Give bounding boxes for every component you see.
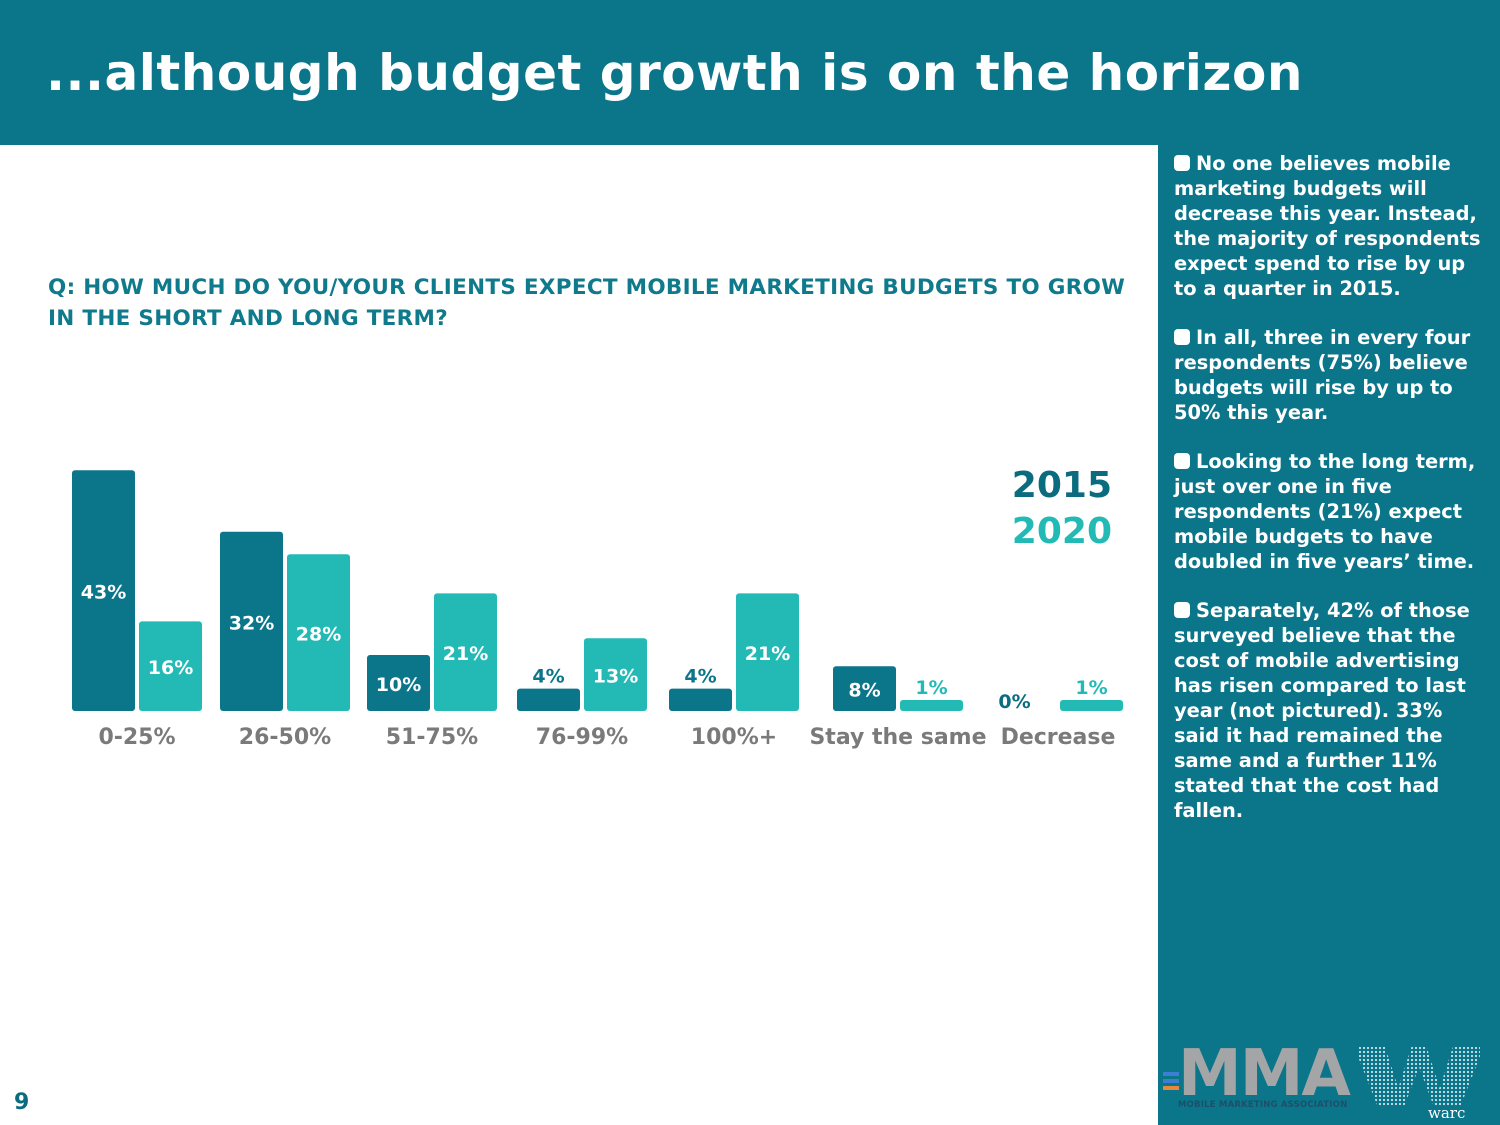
- data-label: 8%: [848, 680, 880, 702]
- mma-logo: MMA: [1178, 1037, 1351, 1111]
- category-label: Decrease: [1001, 725, 1116, 750]
- mma-stripes-icon: [1163, 1072, 1179, 1093]
- bullet-square-icon: [1174, 155, 1190, 171]
- insight-item: Separately, 42% of those surveyed believ…: [1174, 598, 1494, 823]
- bar-2015-26-50-: [220, 531, 283, 711]
- survey-question: Q: HOW MUCH DO YOU/YOUR CLIENTS EXPECT M…: [48, 275, 1126, 331]
- insight-item: No one believes mobile marketing budgets…: [1174, 151, 1494, 301]
- data-label: 4%: [532, 666, 564, 688]
- bar-2015-100-: [669, 688, 732, 711]
- bullet-square-icon: [1174, 453, 1190, 469]
- data-label: 28%: [296, 624, 341, 646]
- category-label: 26-50%: [239, 725, 331, 750]
- category-label: 51-75%: [386, 725, 478, 750]
- chart-legend: 2015 2020: [1012, 463, 1112, 555]
- data-label: 21%: [443, 643, 488, 665]
- insight-text: Looking to the long term, just over one …: [1174, 450, 1476, 573]
- insight-item: In all, three in every four respondents …: [1174, 325, 1494, 425]
- category-label: 100%+: [691, 725, 777, 750]
- warc-logo-text: warc: [1428, 1104, 1466, 1122]
- page-number: 9: [14, 1090, 30, 1115]
- bar-2015-51-75-: [367, 655, 430, 711]
- data-label: 0%: [998, 691, 1030, 713]
- data-label: 1%: [1075, 677, 1107, 699]
- data-label: 32%: [229, 612, 274, 634]
- header-banner: ...although budget growth is on the hori…: [0, 0, 1500, 145]
- legend-2020: 2020: [1011, 511, 1112, 552]
- insights-sidebar: No one believes mobile marketing budgets…: [1158, 145, 1500, 1125]
- bar-2020-76-99-: [584, 638, 647, 711]
- category-label: 0-25%: [98, 725, 175, 750]
- category-label: Stay the same: [809, 725, 986, 750]
- bullet-square-icon: [1174, 602, 1190, 618]
- bar-2020-26-50-: [287, 554, 350, 711]
- data-label: 21%: [745, 643, 790, 665]
- mma-logo-subtitle: MOBILE MARKETING ASSOCIATION: [1178, 1100, 1348, 1110]
- insight-text: No one believes mobile marketing budgets…: [1174, 152, 1481, 300]
- bar-2020-100-: [736, 593, 799, 711]
- data-label: 1%: [915, 677, 947, 699]
- bar-2020-stay-the-same: [900, 700, 963, 711]
- bar-2015-0-25-: [72, 470, 135, 711]
- bar-2015-stay-the-same: [833, 666, 896, 711]
- data-label: 43%: [81, 582, 126, 604]
- insight-item: Looking to the long term, just over one …: [1174, 449, 1494, 574]
- data-label: 4%: [684, 666, 716, 688]
- insights-list: No one believes mobile marketing budgets…: [1174, 151, 1494, 847]
- warc-logo-icon: [1358, 1046, 1480, 1106]
- bar-2020-decrease: [1060, 700, 1123, 711]
- bar-chart: 43% 16% 0-25% 32% 28% 26-50% 10% 21% 51-75% 4% 13%…: [72, 470, 1123, 750]
- page-title: ...although budget growth is on the hori…: [46, 44, 1303, 102]
- data-label: 13%: [593, 666, 638, 688]
- bullet-square-icon: [1174, 329, 1190, 345]
- data-label: 10%: [376, 674, 421, 696]
- bar-2015-76-99-: [517, 688, 580, 711]
- data-label: 16%: [148, 657, 193, 679]
- legend-2015: 2015: [1011, 465, 1112, 506]
- footer-logos: MMA MOBILE MARKETING ASSOCIATION warc: [1160, 1040, 1500, 1125]
- bar-2020-0-25-: [139, 621, 202, 711]
- insight-text: Separately, 42% of those surveyed believ…: [1174, 599, 1470, 822]
- insight-text: In all, three in every four respondents …: [1174, 326, 1471, 424]
- category-label: 76-99%: [536, 725, 628, 750]
- bar-2020-51-75-: [434, 593, 497, 711]
